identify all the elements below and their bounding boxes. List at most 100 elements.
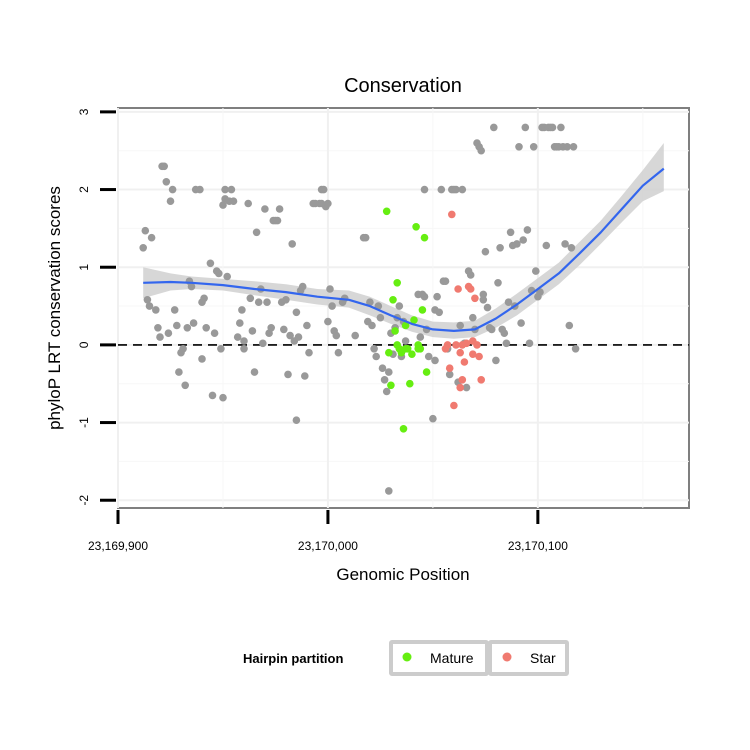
point-other (267, 324, 276, 332)
point-other (175, 368, 183, 376)
point-other (221, 185, 229, 194)
y-tick-label: -1 (77, 417, 91, 428)
point-other (147, 233, 156, 242)
point-other (385, 368, 393, 376)
point-other (332, 331, 341, 340)
point-other (324, 317, 332, 326)
point-other (445, 370, 454, 379)
point-other (479, 290, 488, 299)
point-other (395, 302, 404, 310)
point-other (294, 333, 303, 341)
point-other (563, 143, 571, 151)
point-other (238, 306, 246, 314)
y-tick-label: 0 (77, 341, 91, 348)
point-other (462, 383, 471, 392)
point-other (173, 321, 181, 330)
point-other (370, 345, 378, 353)
point-star (466, 285, 475, 293)
point-other (202, 324, 210, 332)
point-other (506, 228, 515, 237)
point-other (548, 123, 557, 132)
point-other (206, 259, 215, 268)
point-other (164, 329, 173, 338)
point-other (376, 313, 385, 322)
point-other (198, 355, 206, 363)
point-other (298, 282, 307, 291)
point-other (210, 329, 219, 338)
point-other (557, 123, 565, 132)
point-star (443, 341, 452, 349)
point-other (292, 416, 301, 425)
point-mature (410, 316, 418, 324)
point-other (183, 324, 192, 332)
point-star (454, 285, 462, 293)
x-axis: 23,169,900 23,170,000 23,170,100 (88, 510, 568, 553)
point-star (450, 401, 458, 410)
point-other (200, 294, 208, 303)
point-other (515, 143, 523, 151)
point-mature (391, 327, 399, 335)
chart-title: Conservation (344, 75, 462, 97)
point-other (326, 285, 334, 293)
point-other (259, 339, 267, 348)
point-other (420, 292, 429, 301)
point-other (303, 321, 311, 330)
point-mature (399, 425, 408, 433)
y-tick-label: 1 (77, 264, 91, 271)
legend-label-mature: Mature (430, 650, 474, 666)
point-other (567, 244, 576, 252)
point-other (229, 197, 238, 205)
point-other (141, 226, 150, 235)
legend-label-star: Star (530, 650, 556, 666)
point-other (401, 337, 410, 345)
point-other (565, 321, 574, 330)
point-other (143, 296, 152, 304)
point-star (473, 341, 481, 349)
point-star (475, 352, 483, 361)
plot-panel (117, 107, 690, 509)
point-other (246, 294, 255, 303)
point-other (240, 345, 248, 353)
point-other (372, 352, 381, 361)
point-other (481, 247, 490, 256)
point-other (523, 226, 532, 234)
point-other (494, 279, 502, 287)
point-star (458, 376, 467, 384)
point-other (532, 267, 540, 275)
point-other (521, 123, 530, 132)
point-other (208, 391, 217, 400)
point-other (437, 185, 446, 194)
point-other (219, 393, 227, 402)
point-star (448, 210, 456, 219)
point-other (223, 272, 231, 281)
point-other (145, 302, 154, 310)
point-other (429, 414, 437, 423)
point-other (170, 306, 179, 314)
point-mature (393, 279, 402, 287)
point-other (254, 298, 263, 307)
point-other (502, 339, 511, 348)
point-other (435, 308, 444, 317)
point-other (179, 345, 187, 353)
legend-swatch-mature (402, 652, 412, 662)
point-mature (389, 296, 397, 304)
point-star (469, 350, 477, 359)
point-other (328, 302, 336, 310)
point-other (152, 306, 160, 314)
point-other (324, 199, 332, 208)
point-mature (420, 233, 429, 242)
point-other (569, 143, 578, 151)
point-other (487, 325, 496, 334)
point-other (240, 337, 248, 345)
point-other (351, 331, 360, 340)
point-other (517, 319, 525, 327)
point-other (250, 368, 259, 376)
point-other (571, 345, 580, 353)
point-other (233, 333, 242, 341)
point-other (378, 364, 387, 373)
point-other (466, 271, 475, 279)
point-star (452, 341, 460, 349)
point-other (483, 303, 492, 312)
point-other (441, 277, 450, 286)
point-other (458, 185, 467, 194)
